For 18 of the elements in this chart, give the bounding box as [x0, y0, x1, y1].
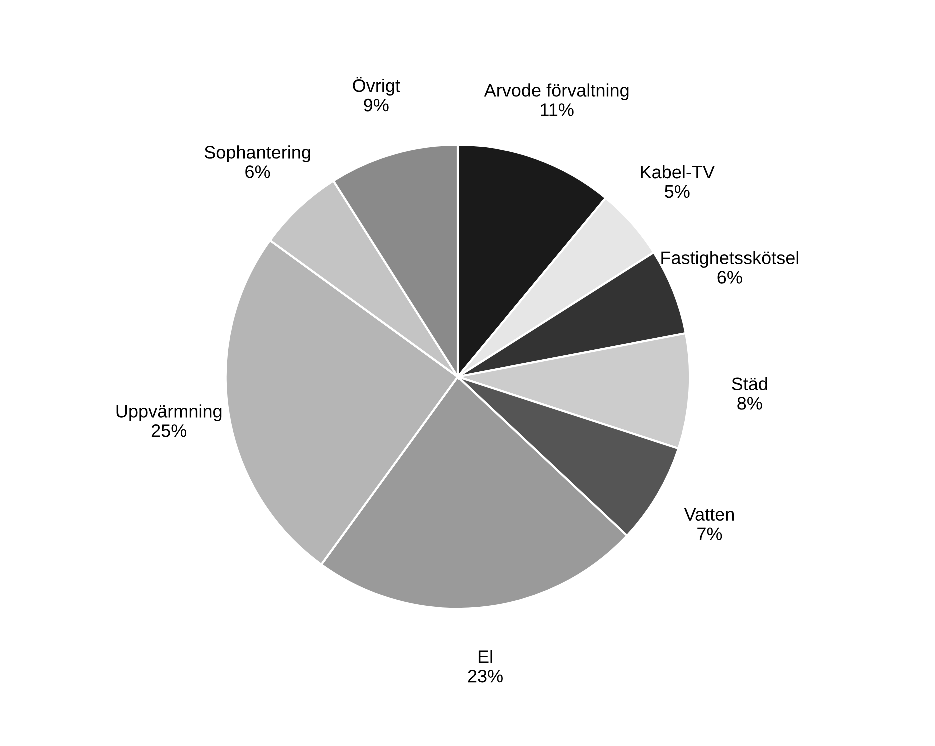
- data-label: 8%: [738, 397, 762, 410]
- slice-label: Uppvärmning: [116, 404, 222, 422]
- slice-label: El: [478, 650, 492, 664]
- data-label: 9%: [364, 98, 389, 112]
- data-label: 11%: [541, 104, 574, 116]
- data-label: 23%: [468, 670, 503, 683]
- slice-label: Vatten: [684, 508, 734, 522]
- slice-label: Kabel-TV: [641, 165, 715, 179]
- data-label: 7%: [698, 528, 722, 540]
- data-label: 6%: [718, 271, 742, 284]
- data-label: 5%: [665, 185, 690, 198]
- slice-label: Fastighetsskötsel: [662, 251, 798, 268]
- slice-label: Städ: [732, 377, 768, 390]
- slice-label: Sophantering: [204, 146, 310, 162]
- slice-label: Arvode förvaltning: [484, 84, 629, 100]
- data-label: 6%: [246, 166, 270, 178]
- data-label: 25%: [152, 424, 187, 438]
- slice-label: Övrigt: [353, 76, 400, 96]
